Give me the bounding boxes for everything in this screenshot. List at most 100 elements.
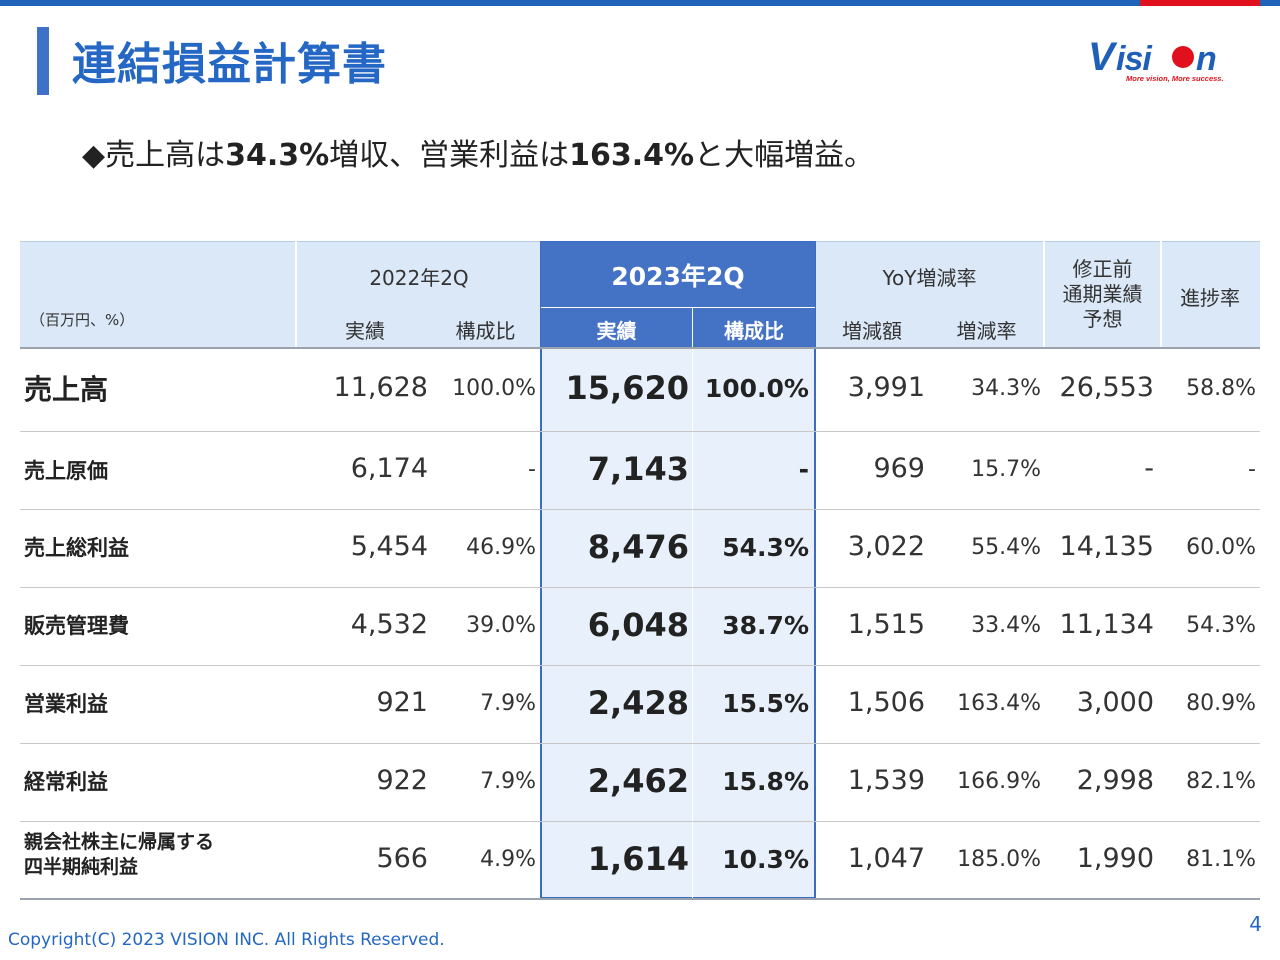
cell-forecast: - — [1144, 453, 1154, 484]
table-header-bottom-line — [20, 347, 1260, 349]
cell-rate: 163.4% — [957, 691, 1041, 716]
header-actual-2022: 実績 — [345, 319, 385, 343]
cell-prev-ratio: 100.0% — [452, 376, 536, 401]
cell-rate: 55.4% — [971, 535, 1041, 560]
svg-text:isi: isi — [1116, 40, 1153, 78]
cell-progress: 80.9% — [1186, 691, 1256, 716]
cell-forecast: 11,134 — [1059, 609, 1154, 640]
row-label-operating-profit: 営業利益 — [24, 692, 108, 716]
headline: ◆売上高は34.3%増収、営業利益は163.4%と大幅増益。 — [82, 130, 874, 174]
header-actual-2023: 実績 — [596, 319, 637, 343]
highlight-header-2023 — [541, 242, 815, 348]
header-ratio-2023: 構成比 — [724, 319, 784, 343]
row-label-cost-of-sales: 売上原価 — [24, 459, 108, 483]
highlight-column-2023 — [540, 241, 816, 899]
cell-progress: 60.0% — [1186, 535, 1256, 560]
cell-prev-ratio: 7.9% — [480, 769, 536, 794]
cell-prev-ratio: 46.9% — [466, 535, 536, 560]
cell-curr: 8,476 — [587, 528, 689, 566]
cell-rate: 15.7% — [971, 457, 1041, 482]
vision-logo: V isi n More vision, More success. — [1088, 35, 1224, 83]
cell-curr: 6,048 — [587, 606, 689, 644]
row-label-sales: 売上高 — [24, 373, 109, 406]
svg-text:V: V — [1088, 35, 1118, 79]
headline-text-3: と大幅増益。 — [694, 138, 875, 173]
cell-progress: - — [1248, 457, 1256, 482]
cell-curr: 1,614 — [587, 840, 689, 878]
cell-progress: 54.3% — [1186, 613, 1256, 638]
cell-curr: 7,143 — [587, 450, 689, 488]
cell-progress: 81.1% — [1186, 847, 1256, 872]
table-bottom-line — [20, 898, 1260, 900]
header-diff-rate: 増減率 — [956, 319, 1017, 343]
cell-forecast: 3,000 — [1076, 687, 1154, 718]
header-progress: 進捗率 — [1180, 286, 1240, 310]
unit-note: （百万円、%） — [30, 311, 135, 329]
cell-rate: 33.4% — [971, 613, 1041, 638]
header-ratio-2022: 構成比 — [455, 319, 516, 343]
row-divider — [20, 665, 1260, 666]
cell-diff: 1,506 — [847, 687, 925, 718]
cell-diff: 1,515 — [847, 609, 925, 640]
cell-prev: 922 — [376, 765, 428, 796]
headline-value-2: 163.4% — [569, 138, 695, 173]
header-divider — [1043, 241, 1045, 348]
cell-diff: 1,047 — [847, 843, 925, 874]
cell-prev-ratio: 7.9% — [480, 691, 536, 716]
cell-curr-ratio: 10.3% — [722, 845, 809, 874]
cell-forecast: 26,553 — [1059, 372, 1154, 403]
row-divider — [20, 587, 1260, 588]
header-2022-2q: 2022年2Q — [369, 266, 469, 290]
cell-diff: 1,539 — [847, 765, 925, 796]
cell-forecast: 1,990 — [1076, 843, 1154, 874]
row-label-gross-profit: 売上総利益 — [24, 536, 129, 560]
highlight-column-divider — [692, 307, 693, 899]
cell-rate: 34.3% — [971, 376, 1041, 401]
cell-prev: 566 — [376, 843, 428, 874]
cell-forecast: 2,998 — [1076, 765, 1154, 796]
header-forecast: 修正前 通期業績 予想 — [1062, 257, 1143, 331]
row-label-net-profit: 親会社株主に帰属する 四半期純利益 — [24, 831, 215, 878]
header-diff: 増減額 — [842, 319, 902, 343]
row-divider — [20, 509, 1260, 510]
headline-value-1: 34.3% — [225, 138, 330, 173]
cell-curr: 2,462 — [587, 762, 689, 800]
cell-rate: 166.9% — [957, 769, 1041, 794]
cell-curr: 2,428 — [587, 684, 689, 722]
cell-progress: 58.8% — [1186, 376, 1256, 401]
top-accent-bar — [0, 0, 1280, 6]
cell-diff: 3,022 — [847, 531, 925, 562]
cell-prev: 4,532 — [350, 609, 428, 640]
logo-tagline: More vision, More success. — [1126, 74, 1224, 83]
highlight-header-subline — [541, 307, 815, 308]
cell-prev: 921 — [376, 687, 428, 718]
headline-bullet: ◆ — [82, 138, 106, 173]
row-label-ordinary-profit: 経常利益 — [24, 770, 108, 794]
row-divider — [20, 743, 1260, 744]
page-title: 連結損益計算書 — [72, 39, 387, 90]
header-2023-2q: 2023年2Q — [611, 262, 745, 291]
header-divider — [295, 241, 297, 348]
cell-prev-ratio: 39.0% — [466, 613, 536, 638]
cell-curr-ratio: - — [798, 455, 809, 484]
cell-progress: 82.1% — [1186, 769, 1256, 794]
cell-curr-ratio: 15.8% — [722, 767, 809, 796]
top-accent-bar-red — [1140, 0, 1260, 6]
cell-curr: 15,620 — [565, 369, 689, 407]
cell-forecast: 14,135 — [1059, 531, 1154, 562]
headline-text-1: 売上高は — [105, 138, 226, 173]
cell-prev: 5,454 — [350, 531, 428, 562]
headline-text-2: 増収、営業利益は — [329, 138, 570, 173]
row-divider — [20, 431, 1260, 432]
cell-prev: 11,628 — [333, 372, 428, 403]
cell-curr-ratio: 38.7% — [722, 611, 809, 640]
header-yoy: YoY増減率 — [882, 266, 977, 290]
cell-prev-ratio: - — [528, 457, 536, 482]
row-divider — [20, 821, 1260, 822]
cell-curr-ratio: 100.0% — [704, 374, 809, 403]
title-marker — [37, 27, 49, 95]
cell-curr-ratio: 54.3% — [722, 533, 809, 562]
cell-diff: 969 — [873, 453, 925, 484]
cell-prev: 6,174 — [350, 453, 428, 484]
cell-rate: 185.0% — [957, 847, 1041, 872]
